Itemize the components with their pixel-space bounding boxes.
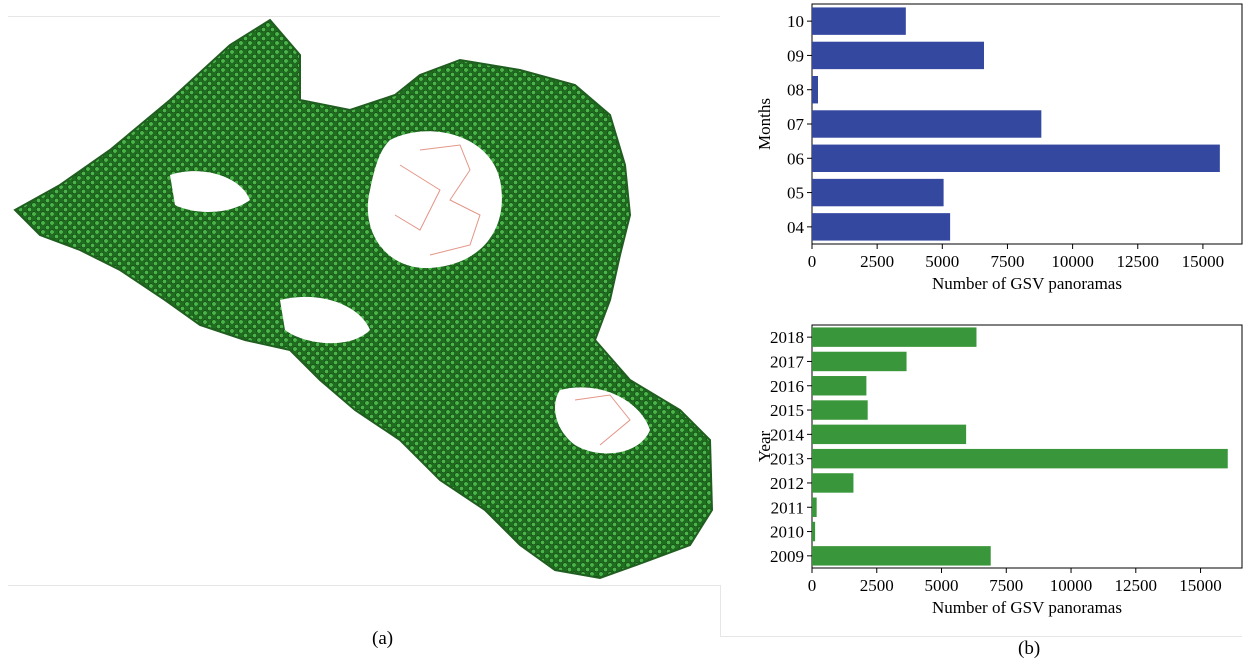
bar-08 (812, 76, 818, 104)
year-bar-chart: 2009 2010 2011 2012 2013 2014 2015 2016 2017 2018… (755, 324, 1243, 617)
x-tick-label-10000: 10000 (1050, 576, 1093, 595)
bar-09 (812, 41, 984, 70)
x-tick-label-15000: 15000 (1182, 252, 1225, 271)
y-tick-label-10: 10 (787, 12, 804, 31)
months-bar-chart: 04 05 06 07 08 09 10 0 2500 5000 7500 10000 12500 150… (755, 3, 1243, 293)
bar-2009 (812, 546, 991, 566)
bar-2015 (812, 400, 868, 420)
bar-10 (812, 7, 906, 35)
gsv-point-map (13, 18, 714, 580)
x-axis-label: Number of GSV panoramas (932, 598, 1122, 617)
bar-04 (812, 213, 951, 241)
y-tick-label-2017: 2017 (770, 352, 805, 371)
x-tick-label-2500: 2500 (860, 252, 894, 271)
bar-2010 (812, 521, 816, 542)
divider-top (8, 16, 720, 17)
caption-b: (b) (1018, 638, 1041, 659)
x-tick-label-0: 0 (808, 252, 817, 271)
y-tick-label-06: 06 (787, 149, 804, 168)
divider-vertical (720, 585, 721, 637)
x-axis-label: Number of GSV panoramas (932, 274, 1122, 293)
bar-2011 (812, 497, 817, 517)
x-tick-label-10000: 10000 (1051, 252, 1094, 271)
y-tick-label-2011: 2011 (771, 498, 804, 517)
x-tick-label-7500: 7500 (989, 576, 1023, 595)
y-axis-label: Year (755, 430, 774, 462)
bar-2017 (812, 351, 907, 372)
x-tick-label-5000: 5000 (925, 576, 959, 595)
bar-05 (812, 178, 944, 207)
x-tick-label-5000: 5000 (925, 252, 959, 271)
y-axis-label: Months (755, 98, 774, 150)
y-tick-label-08: 08 (787, 81, 804, 100)
divider-bottom (8, 585, 720, 586)
y-tick-label-09: 09 (787, 46, 804, 65)
bar-2018 (812, 327, 977, 347)
y-tick-label-2009: 2009 (770, 547, 804, 566)
x-tick-label-12500: 12500 (1117, 252, 1160, 271)
bar-2012 (812, 473, 854, 493)
x-tick-label-12500: 12500 (1115, 576, 1158, 595)
gsv-points-area (13, 18, 714, 580)
map-panel (13, 18, 714, 580)
y-tick-label-2012: 2012 (770, 474, 804, 493)
bar-07 (812, 110, 1042, 138)
y-tick-label-2016: 2016 (770, 377, 804, 396)
x-tick-label-2500: 2500 (860, 576, 894, 595)
caption-a: (a) (372, 628, 394, 649)
y-tick-label-04: 04 (787, 218, 805, 237)
bar-2013 (812, 448, 1228, 469)
bar-2014 (812, 424, 967, 445)
y-tick-label-07: 07 (787, 115, 805, 134)
divider-right (720, 636, 1242, 637)
plot-frame (811, 324, 1243, 569)
bar-2016 (812, 376, 867, 396)
y-tick-label-2015: 2015 (770, 401, 804, 420)
x-tick-label-15000: 15000 (1179, 576, 1222, 595)
x-tick-label-7500: 7500 (990, 252, 1024, 271)
x-tick-label-0: 0 (808, 576, 817, 595)
bar-06 (812, 144, 1220, 172)
y-tick-label-2018: 2018 (770, 328, 804, 347)
y-tick-label-2014: 2014 (770, 425, 805, 444)
y-tick-label-05: 05 (787, 184, 804, 203)
y-tick-label-2013: 2013 (770, 450, 804, 469)
y-tick-label-2010: 2010 (770, 523, 804, 542)
